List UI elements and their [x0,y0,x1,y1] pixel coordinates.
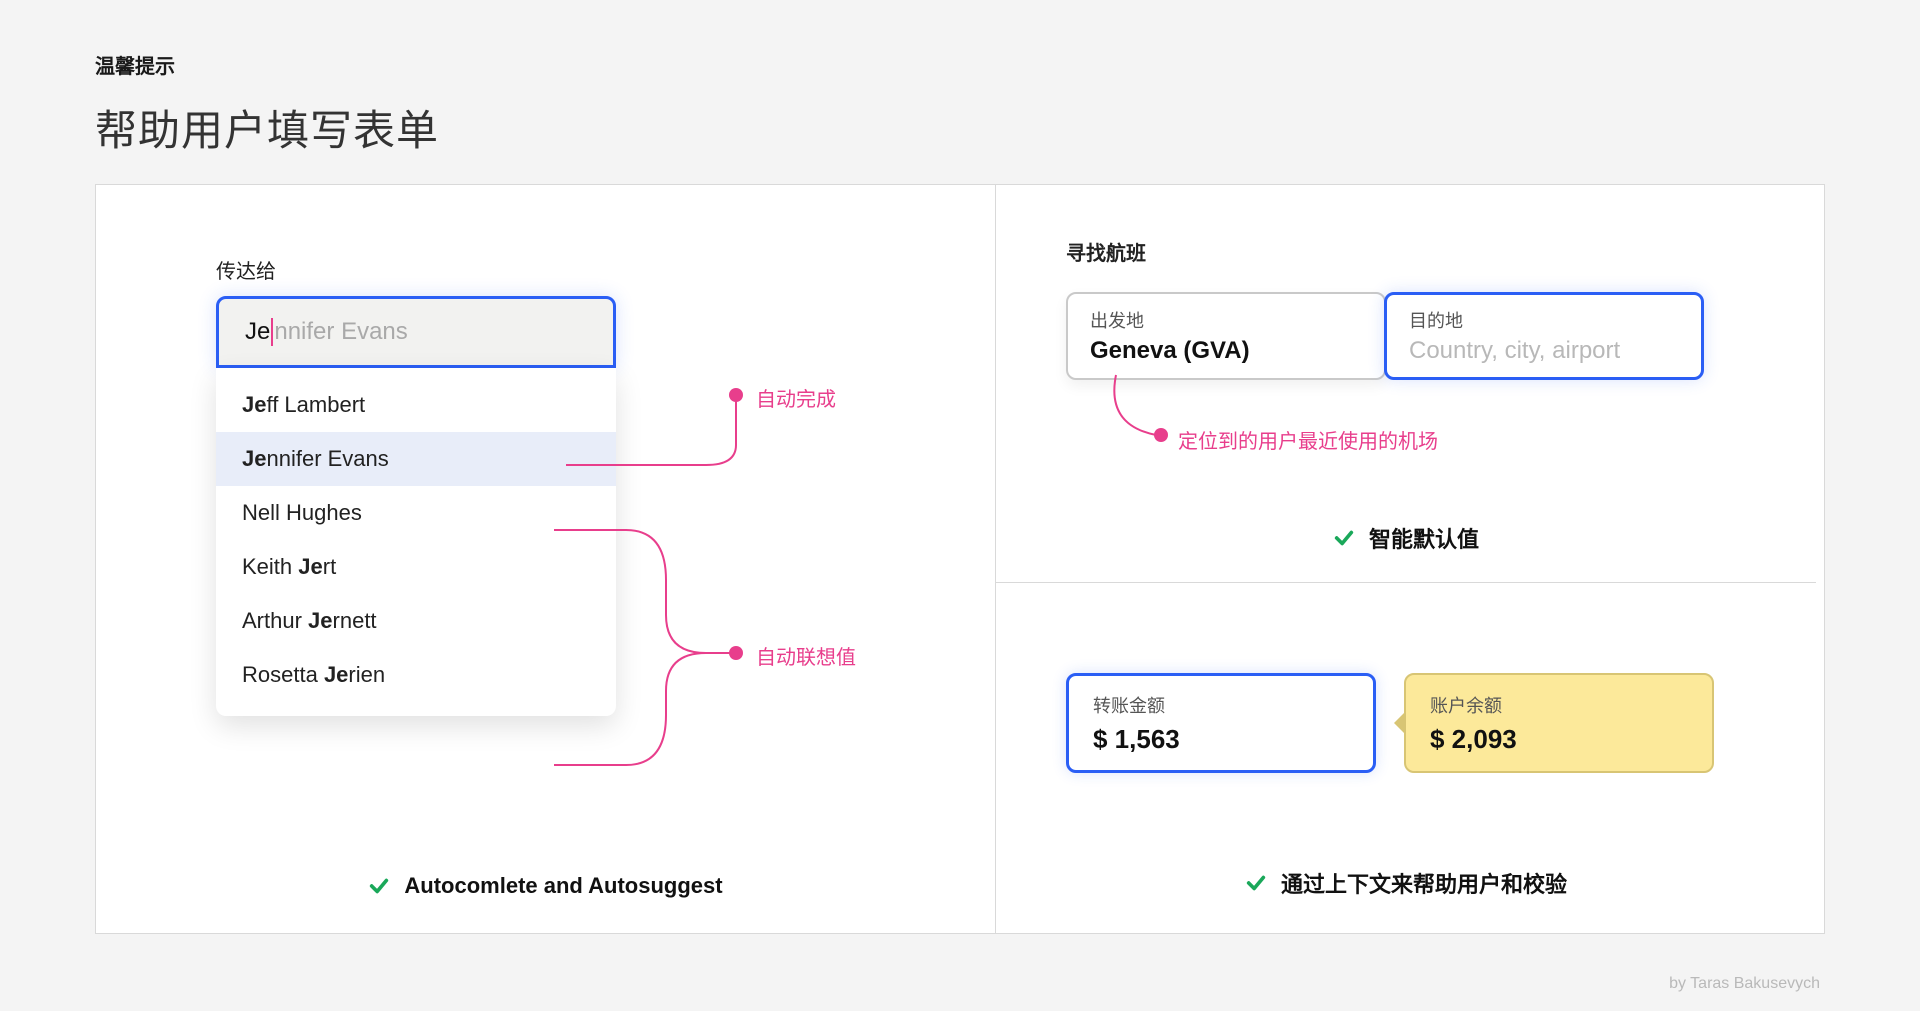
flight-to-placeholder: Country, city, airport [1409,337,1679,365]
annotation-recent-airport: 定位到的用户最近使用的机场 [1178,425,1438,454]
transfer-amount-label: 转账金额 [1093,692,1349,718]
flight-from-label: 出发地 [1090,307,1362,333]
caption-tr-text: 智能默认值 [1369,522,1479,554]
check-icon [368,875,390,897]
text-cursor [271,318,273,346]
flight-to-label: 目的地 [1409,307,1679,333]
autocomplete-input[interactable]: Jennifer Evans [216,296,616,368]
panel-context-validation: 转账金额 $ 1,563 账户余额 $ 2,093 通过上下文来帮助用户和校验 [996,583,1816,933]
transfer-amount-value: $ 1,563 [1093,724,1349,755]
check-icon [1245,872,1267,894]
caption-left-text: Autocomlete and Autosuggest [404,873,722,899]
caption-br: 通过上下文来帮助用户和校验 [996,867,1816,899]
panel-autocomplete: 传达给 Jennifer Evans Jeff LambertJennifer … [96,185,996,933]
header-title: 帮助用户填写表单 [95,97,1825,158]
money-row: 转账金额 $ 1,563 账户余额 $ 2,093 [1066,673,1756,773]
autocomplete-option[interactable]: Jeff Lambert [216,378,616,432]
autocomplete-option[interactable]: Arthur Jernett [216,594,616,648]
account-balance-value: $ 2,093 [1430,724,1688,755]
caption-br-text: 通过上下文来帮助用户和校验 [1281,867,1567,899]
autocomplete-typed-text: Je [245,318,270,346]
annotation-autosuggest: 自动联想值 [756,641,856,670]
credit-text: by Taras Bakusevych [1669,975,1820,993]
field-label-deliver-to: 传达给 [216,255,935,284]
caption-left: Autocomlete and Autosuggest [96,873,995,899]
annotation-autocomplete: 自动完成 [756,383,836,412]
panel-smart-defaults: 寻找航班 出发地 Geneva (GVA) 目的地 Country, city,… [996,185,1816,583]
tooltip-notch [1396,713,1406,733]
section-label-find-flights: 寻找航班 [1066,237,1756,266]
panels-grid: 传达给 Jennifer Evans Jeff LambertJennifer … [95,184,1825,934]
flight-from-value: Geneva (GVA) [1090,337,1362,365]
autocomplete-option[interactable]: Jennifer Evans [216,432,616,486]
caption-tr: 智能默认值 [996,522,1816,554]
flight-row: 出发地 Geneva (GVA) 目的地 Country, city, airp… [1066,292,1756,380]
flight-from-field[interactable]: 出发地 Geneva (GVA) [1066,292,1386,380]
autocomplete-option[interactable]: Rosetta Jerien [216,648,616,702]
transfer-amount-field[interactable]: 转账金额 $ 1,563 [1066,673,1376,773]
autocomplete-option[interactable]: Nell Hughes [216,486,616,540]
autocomplete-wrap: Jennifer Evans Jeff LambertJennifer Evan… [216,296,616,716]
autocomplete-dropdown: Jeff LambertJennifer EvansNell HughesKei… [216,368,616,716]
autocomplete-option[interactable]: Keith Jert [216,540,616,594]
account-balance-label: 账户余额 [1430,692,1688,718]
check-icon [1333,527,1355,549]
header-kicker: 温馨提示 [95,50,1825,79]
flight-to-field[interactable]: 目的地 Country, city, airport [1384,292,1704,380]
account-balance-tooltip: 账户余额 $ 2,093 [1404,673,1714,773]
autocomplete-ghost-text: nnifer Evans [274,318,407,346]
